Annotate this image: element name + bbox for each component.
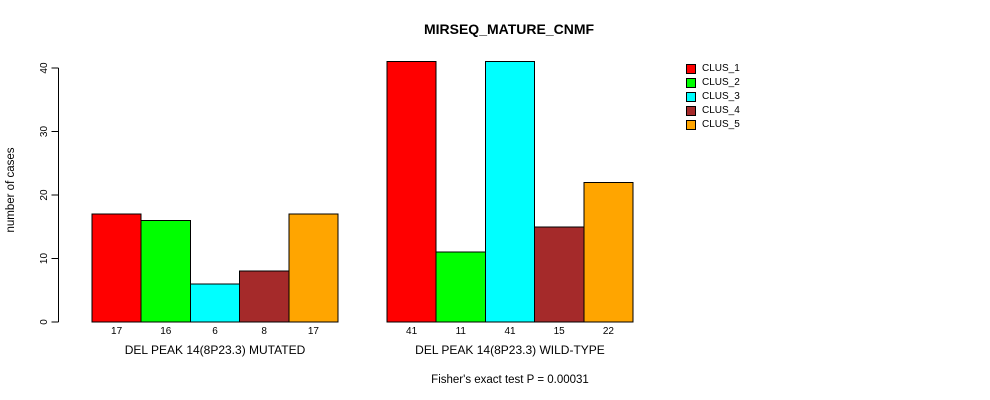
group-label: DEL PEAK 14(8P23.3) MUTATED (125, 343, 306, 357)
bar-value-label: 8 (261, 326, 267, 337)
bar-value-label: 17 (308, 326, 320, 337)
legend-label: CLUS_2 (702, 77, 740, 88)
legend: CLUS_1 CLUS_2 CLUS_3 CLUS_4 CLUS_5 (686, 62, 740, 132)
legend-label: CLUS_3 (702, 91, 740, 102)
y-tick-label: 0 (39, 319, 50, 325)
legend-item: CLUS_4 (686, 104, 740, 118)
y-tick-label: 40 (39, 62, 50, 74)
legend-color-swatch (686, 78, 696, 88)
bar-clus_2-group2 (435, 251, 486, 323)
y-axis: 0 10 20 30 40 (39, 62, 59, 325)
legend-color-swatch (686, 64, 696, 74)
bar-value-label: 17 (111, 326, 123, 337)
y-axis-label: number of cases (5, 147, 17, 232)
bar-value-label: 41 (406, 326, 418, 337)
bar-value-label: 6 (212, 326, 218, 337)
legend-label: CLUS_4 (702, 105, 740, 116)
legend-label: CLUS_1 (702, 63, 740, 74)
legend-label: CLUS_5 (702, 119, 740, 130)
y-tick-label: 30 (39, 126, 50, 138)
legend-color-swatch (686, 92, 696, 102)
bar-clus_3-group1 (189, 283, 241, 323)
legend-item: CLUS_5 (686, 118, 740, 132)
bar-clus_5-group2 (583, 181, 634, 323)
group-label: DEL PEAK 14(8P23.3) WILD-TYPE (415, 343, 605, 357)
bar-value-labels: 17 16 6 8 17 41 11 41 15 22 (111, 326, 614, 337)
bars (91, 61, 634, 323)
bar-value-label: 11 (456, 326, 467, 337)
bar-clus_4-group2 (534, 226, 585, 323)
bar-clus_5-group1 (288, 213, 339, 323)
bar-value-label: 15 (554, 326, 566, 337)
bar-clus_3-group2 (484, 61, 536, 323)
bar-clus_1-group1 (91, 213, 142, 323)
chart-title: MIRSEQ_MATURE_CNMF (423, 21, 595, 37)
bar-clus_1-group2 (386, 61, 437, 323)
bar-clus_2-group1 (140, 219, 191, 323)
legend-color-swatch (686, 106, 696, 116)
legend-color-swatch (686, 120, 696, 130)
annotation-text: Fisher's exact test P = 0.00031 (431, 374, 589, 386)
legend-item: CLUS_2 (686, 76, 740, 90)
legend-item: CLUS_1 (686, 62, 740, 76)
bar-value-label: 22 (603, 326, 615, 337)
y-tick-label: 10 (39, 253, 50, 265)
legend-item: CLUS_3 (686, 90, 740, 104)
group-labels: DEL PEAK 14(8P23.3) MUTATED DEL PEAK 14(8… (125, 343, 605, 357)
bar-clus_4-group1 (239, 270, 290, 323)
y-tick-label: 20 (39, 189, 50, 201)
bar-value-label: 16 (160, 326, 172, 337)
bar-value-label: 41 (504, 326, 516, 337)
